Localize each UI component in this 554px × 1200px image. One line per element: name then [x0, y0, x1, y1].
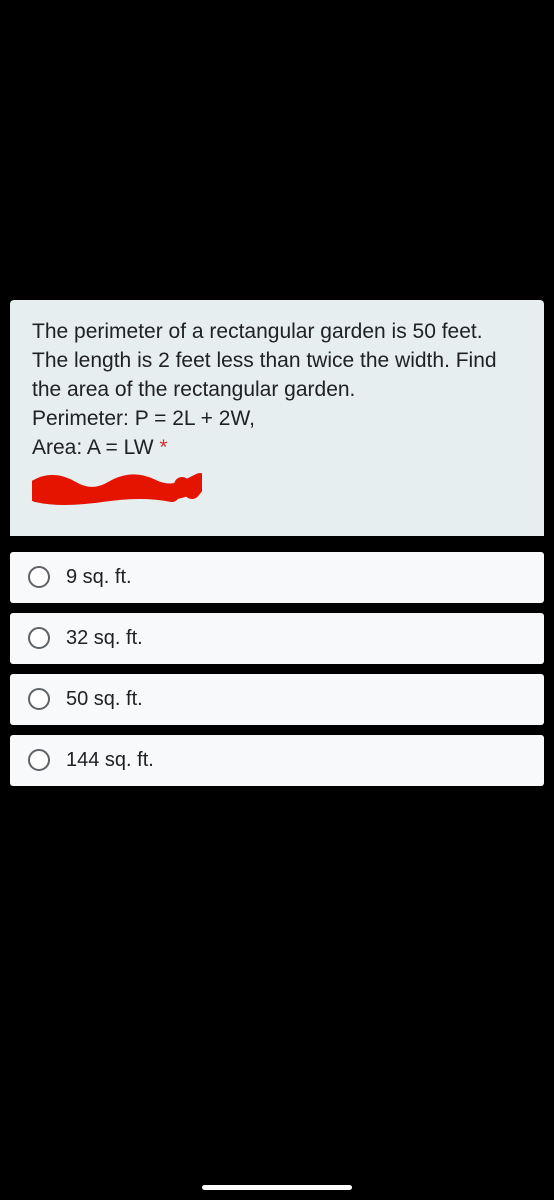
question-formula-perimeter: Perimeter: P = 2L + 2W, [32, 407, 255, 430]
option-row[interactable]: 144 sq. ft. [10, 735, 544, 786]
question-body: The perimeter of a rectangular garden is… [32, 320, 497, 401]
redaction-scribble [32, 471, 202, 507]
option-row[interactable]: 50 sq. ft. [10, 674, 544, 725]
question-box: The perimeter of a rectangular garden is… [10, 300, 544, 536]
option-label: 9 sq. ft. [66, 566, 132, 589]
radio-icon[interactable] [28, 749, 50, 771]
option-label: 144 sq. ft. [66, 749, 154, 772]
option-row[interactable]: 9 sq. ft. [10, 552, 544, 603]
option-row[interactable]: 32 sq. ft. [10, 613, 544, 664]
option-label: 50 sq. ft. [66, 688, 143, 711]
radio-icon[interactable] [28, 566, 50, 588]
question-formula-area: Area: A = LW [32, 436, 154, 459]
home-indicator[interactable] [202, 1185, 352, 1190]
option-label: 32 sq. ft. [66, 627, 143, 650]
required-marker: * [154, 436, 168, 459]
options-list: 9 sq. ft. 32 sq. ft. 50 sq. ft. 144 sq. … [10, 552, 544, 786]
quiz-content: The perimeter of a rectangular garden is… [10, 300, 544, 796]
question-text: The perimeter of a rectangular garden is… [32, 318, 522, 463]
radio-icon[interactable] [28, 627, 50, 649]
radio-icon[interactable] [28, 688, 50, 710]
